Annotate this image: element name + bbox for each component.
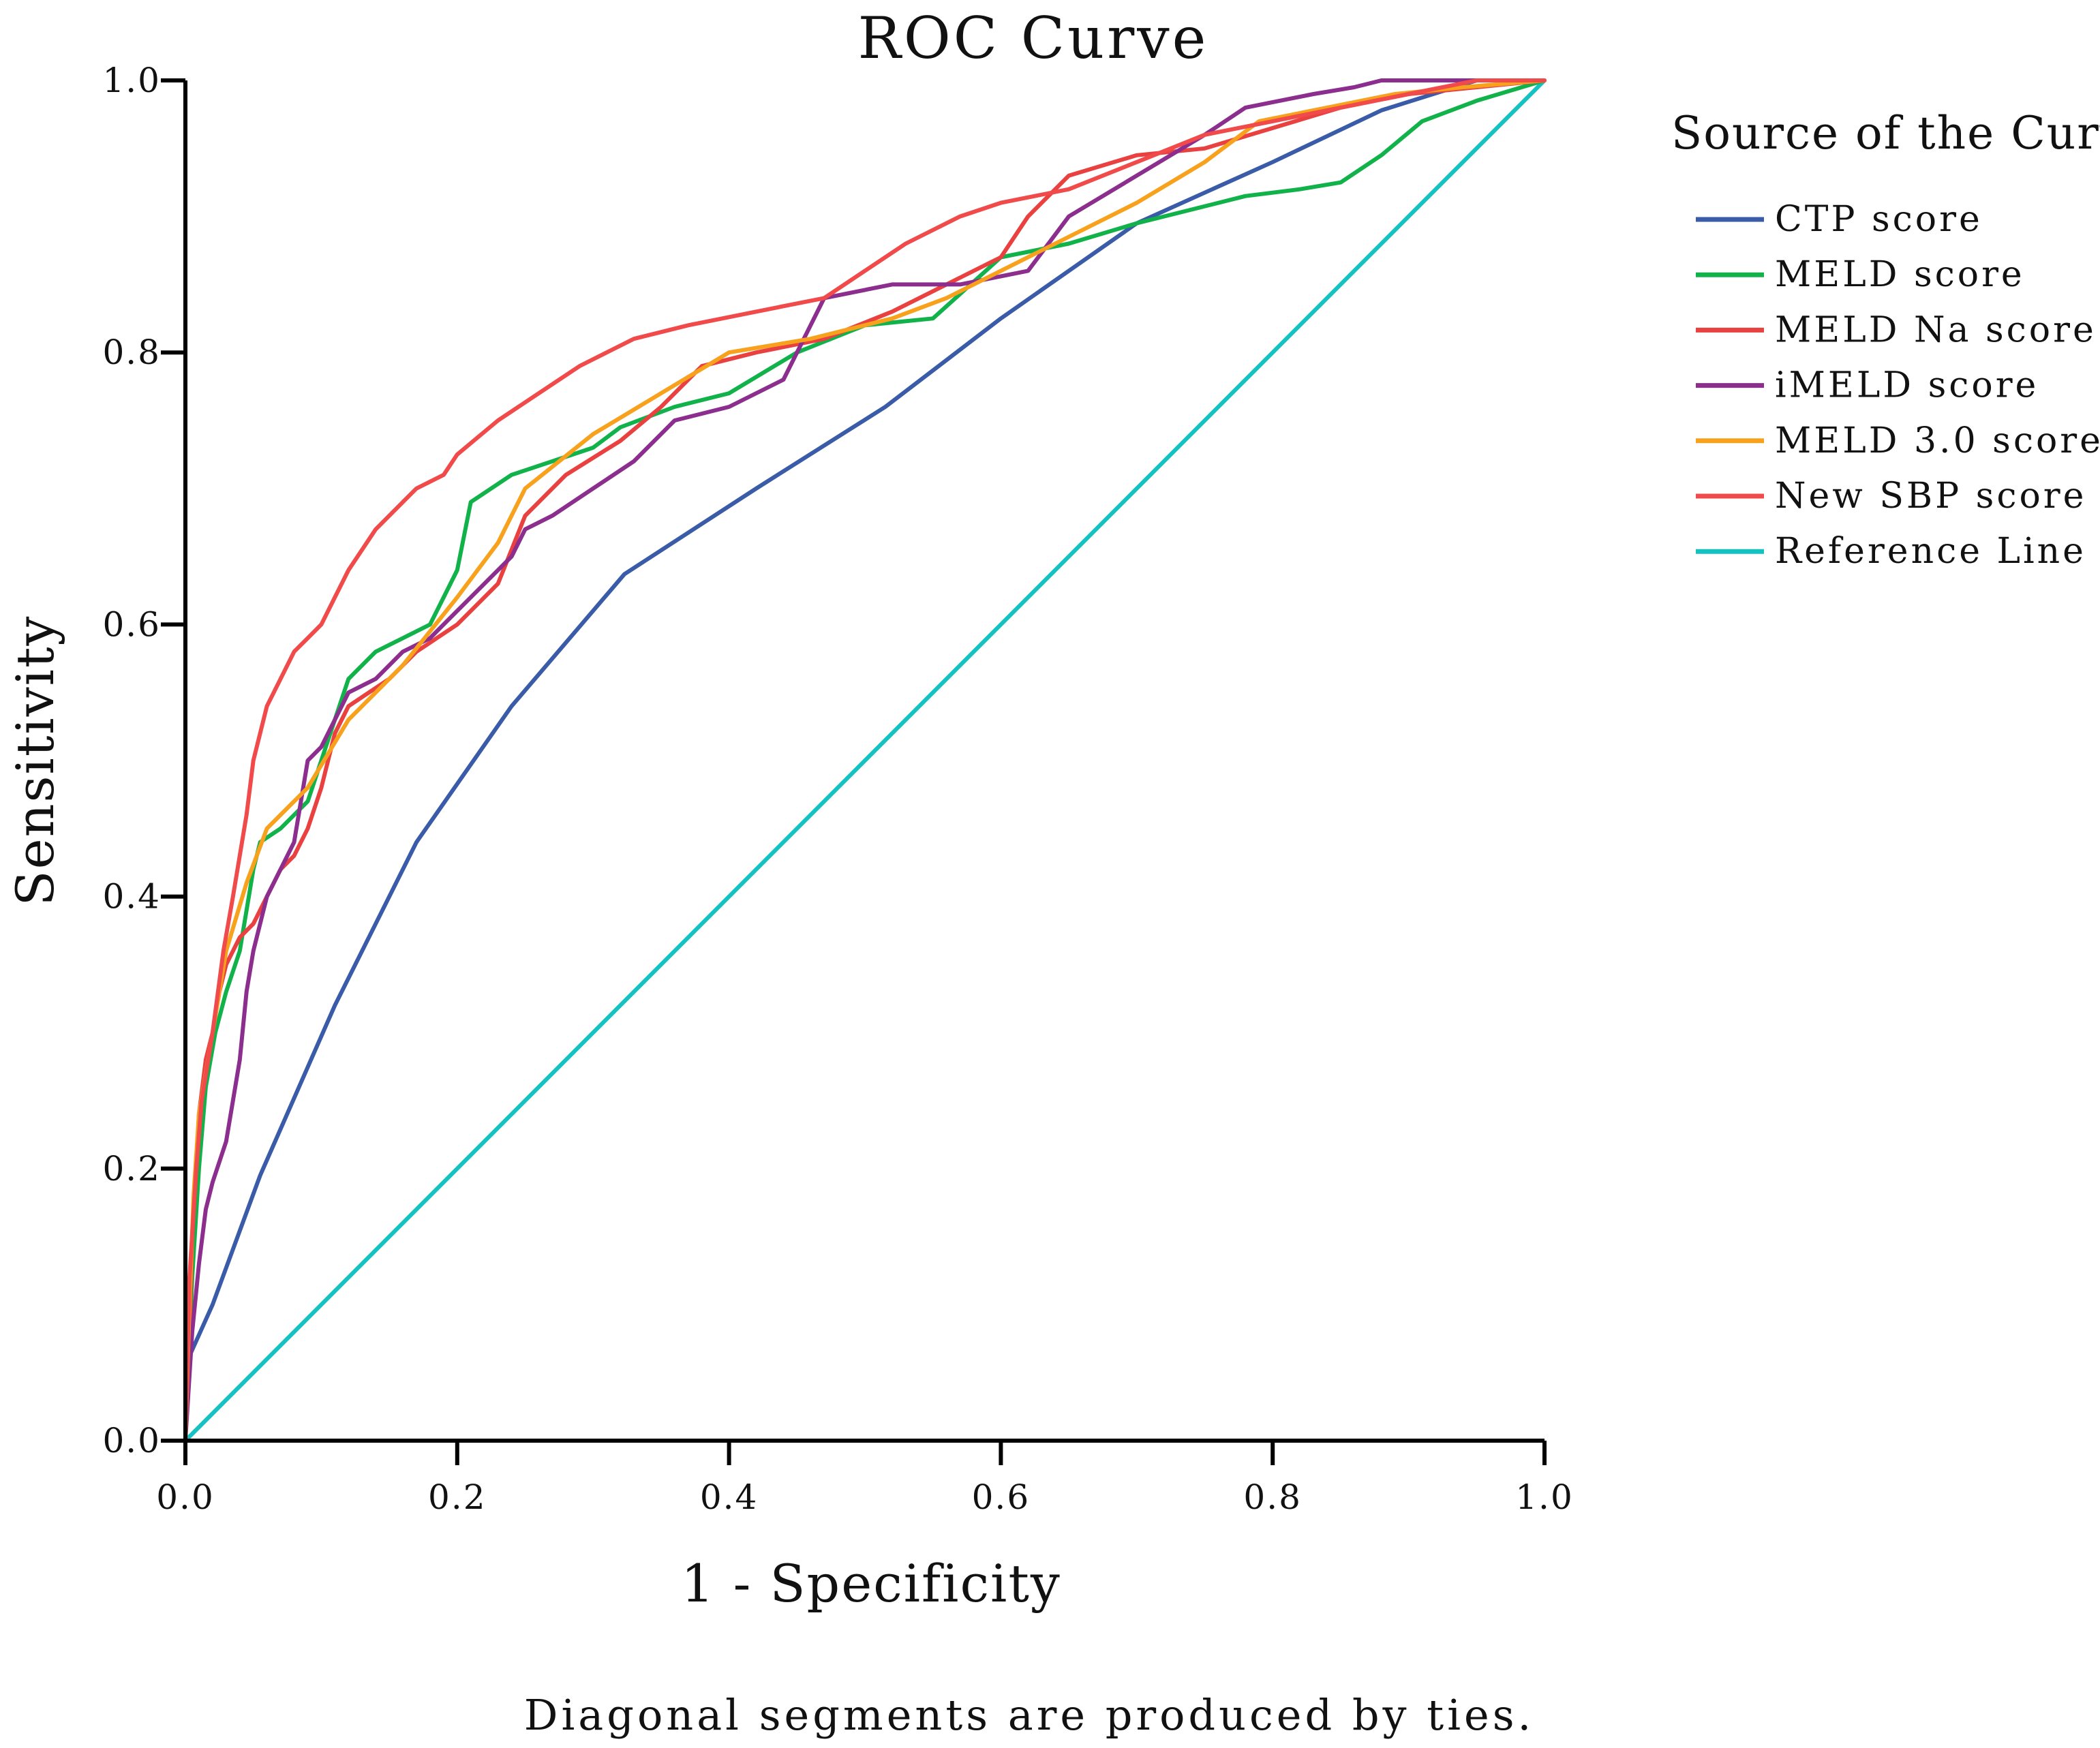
legend-label-meld-score: MELD score [1775,254,2025,295]
y-tick-label: 0.0 [102,1421,161,1460]
legend-label-imeld-score: iMELD score [1775,365,2039,406]
y-tick-label: 0.8 [102,333,161,372]
y-tick-label: 0.4 [102,877,161,917]
legend-label-new-sbp-score: New SBP score [1775,476,2086,517]
x-tick-label: 0.2 [428,1477,487,1517]
legend: Source of the Curve CTP score MELD score M… [1671,107,2100,572]
series-line-ctp-score [183,78,1547,1443]
footnote: Diagonal segments are produced by ties. [524,1690,1534,1740]
series-line-new-sbp-score [183,78,1547,1443]
x-tick-label: 0.8 [1243,1477,1302,1517]
x-tick-label: 0.0 [156,1477,215,1517]
y-axis-ticks: 0.0 0.2 0.4 0.6 0.8 1.0 [102,61,185,1460]
legend-items: CTP score MELD score MELD Na score iMELD sc… [1696,199,2100,572]
series-line-imeld-score [183,78,1547,1443]
x-tick-label: 0.4 [700,1477,759,1517]
legend-label-reference-line: Reference Line [1775,531,2086,572]
plot-area [183,78,1547,1443]
legend-title: Source of the Curve [1671,107,2100,159]
x-axis-title: 1 - Specificity [681,1553,1061,1614]
x-tick-label: 1.0 [1515,1477,1574,1517]
y-tick-label: 0.2 [102,1149,161,1189]
y-tick-label: 1.0 [102,61,161,100]
legend-label-meld-na-score: MELD Na score [1775,309,2097,350]
series-line-reference-line [183,78,1547,1443]
chart-title: ROC Curve [858,5,1209,72]
y-axis-title: Sensitivity [5,615,65,906]
series-line-meld-score [183,78,1547,1443]
legend-label-meld-3-0-score: MELD 3.0 score [1775,420,2100,461]
legend-label-ctp-score: CTP score [1775,199,1983,240]
x-tick-label: 0.6 [972,1477,1031,1517]
x-axis-ticks: 0.0 0.2 0.4 0.6 0.8 1.0 [156,1441,1574,1517]
y-tick-label: 0.6 [102,604,161,644]
